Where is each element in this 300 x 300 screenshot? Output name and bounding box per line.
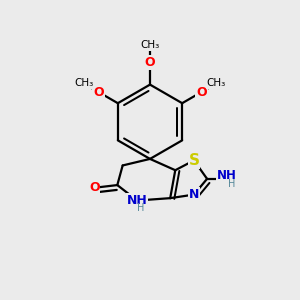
Text: CH₃: CH₃ bbox=[74, 78, 93, 88]
Text: NH: NH bbox=[217, 169, 237, 182]
Text: NH: NH bbox=[127, 194, 148, 207]
Text: CH₃: CH₃ bbox=[207, 78, 226, 88]
Text: O: O bbox=[89, 181, 100, 194]
Text: H: H bbox=[137, 203, 145, 213]
Text: S: S bbox=[188, 153, 200, 168]
Text: H: H bbox=[228, 178, 236, 189]
Text: O: O bbox=[196, 85, 207, 98]
Text: N: N bbox=[189, 188, 199, 201]
Text: O: O bbox=[93, 85, 104, 98]
Text: CH₃: CH₃ bbox=[140, 40, 160, 50]
Text: O: O bbox=[145, 56, 155, 69]
